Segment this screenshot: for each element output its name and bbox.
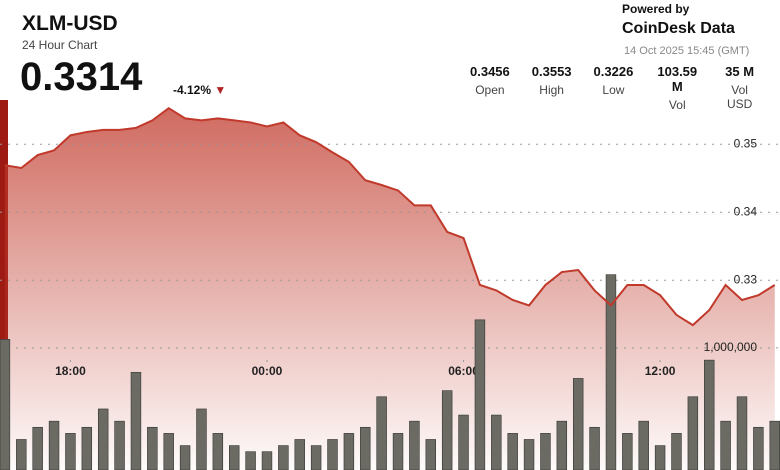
volume-bar bbox=[704, 359, 715, 470]
volume-bar bbox=[97, 408, 109, 470]
price-area bbox=[4, 108, 775, 470]
price-line bbox=[4, 106, 776, 327]
volume-bar bbox=[196, 408, 207, 470]
volume-bar bbox=[294, 439, 305, 470]
volume-bar bbox=[622, 433, 633, 470]
volume-bar bbox=[310, 445, 322, 470]
volume-bar bbox=[474, 319, 486, 470]
volume-bar bbox=[212, 433, 224, 470]
down-arrow: ▼ bbox=[214, 83, 227, 97]
volume-bar bbox=[360, 426, 371, 470]
volume-bar bbox=[769, 420, 780, 470]
volume-bar bbox=[163, 433, 174, 470]
stat: 103.59 M Vol bbox=[655, 64, 699, 112]
volume-bar bbox=[245, 451, 256, 470]
volume-bar bbox=[16, 439, 27, 470]
y-tick-label: 0.35 bbox=[734, 136, 758, 150]
title: XLM-USD bbox=[22, 12, 118, 35]
volume-bar bbox=[392, 433, 404, 470]
volume-bar bbox=[458, 414, 469, 470]
volume-bar bbox=[32, 426, 43, 470]
date: 14 Oct 2025 15:45 (GMT) bbox=[624, 45, 750, 57]
volume-bar bbox=[654, 445, 666, 470]
volume-bar bbox=[0, 339, 11, 470]
volume-bar bbox=[81, 426, 93, 470]
change-text: -4.12% bbox=[173, 83, 212, 97]
volume-bar bbox=[507, 433, 518, 470]
subtitle: 24 Hour Chart bbox=[22, 38, 98, 52]
y-tick-label: 0.33 bbox=[734, 272, 758, 286]
stat-label: Low bbox=[602, 83, 625, 97]
volume-bar bbox=[229, 445, 240, 470]
x-tick-label: 00:00 bbox=[252, 364, 283, 378]
volume-bar bbox=[327, 439, 338, 470]
edge-stripe bbox=[0, 100, 8, 470]
x-tick-label: 12:00 bbox=[645, 364, 676, 378]
stat-value: 0.3456 bbox=[470, 64, 510, 79]
powered-by: Powered by bbox=[622, 2, 690, 16]
volume-bar bbox=[179, 445, 191, 470]
volume-bar bbox=[409, 420, 420, 470]
volume-bar bbox=[491, 414, 502, 470]
brand: CoinDesk Data bbox=[622, 20, 735, 37]
stat-label: High bbox=[539, 83, 564, 97]
volume-bar bbox=[523, 439, 535, 470]
volume-bar bbox=[278, 445, 289, 470]
x-tick-label: 06:00 bbox=[448, 364, 479, 378]
volume-bar bbox=[441, 390, 453, 470]
volume-bar bbox=[114, 420, 125, 470]
volume-bar bbox=[65, 433, 76, 470]
volume-bar bbox=[376, 396, 387, 470]
volume-bar bbox=[130, 372, 142, 470]
stat-value: 35 M bbox=[725, 64, 755, 79]
price: 0.3314 bbox=[20, 55, 143, 99]
stat-value: 0.3553 bbox=[531, 64, 572, 79]
stat-label: Open bbox=[475, 83, 505, 97]
stat-label: Vol bbox=[668, 98, 686, 112]
stat: 0.3456 Open bbox=[470, 64, 510, 112]
volume-bar bbox=[261, 451, 273, 470]
change: -4.12% ▼ bbox=[173, 83, 226, 97]
stat-label: Vol USD bbox=[726, 83, 753, 111]
volume-bar bbox=[425, 439, 436, 470]
volume-bar bbox=[736, 396, 748, 470]
volume-bar bbox=[540, 433, 551, 470]
stat-value: 0.3226 bbox=[593, 64, 634, 79]
stat: 35 M Vol USD bbox=[721, 64, 758, 112]
volume-bar bbox=[671, 433, 682, 470]
stat: 0.3553 High bbox=[532, 64, 572, 112]
volume-bar bbox=[48, 420, 60, 470]
volume-bar bbox=[343, 433, 355, 470]
volume-bar bbox=[589, 426, 600, 470]
volume-bar bbox=[720, 420, 731, 470]
volume-bar bbox=[605, 274, 617, 470]
y-tick-label: 0.34 bbox=[734, 204, 758, 218]
volume-bar bbox=[638, 420, 649, 470]
stats: 0.3456 Open 0.3553 High 0.3226 Low 103.59 M Vol… bbox=[470, 64, 780, 112]
volume-tick-label: 1,000,000 bbox=[704, 340, 758, 354]
stat-value: 103.59 M bbox=[657, 64, 698, 94]
x-tick-label: 18:00 bbox=[55, 364, 86, 378]
volume-bar bbox=[687, 396, 699, 470]
stat: 0.3226 Low bbox=[594, 64, 634, 112]
volume-bar bbox=[572, 378, 584, 470]
volume-bar bbox=[556, 420, 568, 470]
volume-bar bbox=[753, 426, 764, 470]
volume-bar bbox=[147, 426, 158, 470]
